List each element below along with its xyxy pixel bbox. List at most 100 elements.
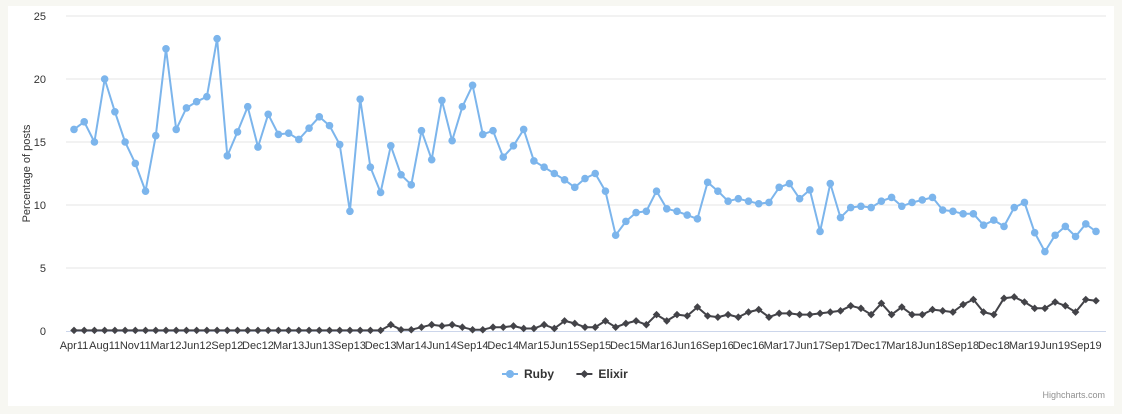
data-point[interactable] [877, 299, 886, 308]
data-point[interactable] [990, 310, 998, 319]
data-point[interactable] [611, 231, 620, 240]
data-point[interactable] [601, 317, 610, 325]
data-point[interactable] [540, 320, 548, 329]
data-point[interactable] [295, 326, 303, 335]
data-point[interactable] [867, 203, 875, 212]
data-point[interactable] [458, 102, 467, 111]
data-point[interactable] [765, 198, 773, 207]
data-point[interactable] [570, 319, 579, 328]
data-point[interactable] [846, 203, 855, 212]
data-point[interactable] [376, 326, 385, 335]
data-point[interactable] [683, 312, 691, 320]
data-point[interactable] [918, 310, 927, 319]
data-point[interactable] [509, 322, 518, 330]
data-point[interactable] [121, 326, 129, 335]
data-point[interactable] [714, 313, 722, 321]
data-point[interactable] [111, 326, 119, 335]
data-point[interactable] [335, 140, 344, 149]
data-point[interactable] [877, 197, 886, 206]
data-point[interactable] [407, 181, 416, 189]
data-point[interactable] [519, 125, 528, 134]
legend-item-ruby[interactable]: Ruby [502, 367, 554, 381]
data-point[interactable] [652, 187, 661, 195]
data-point[interactable] [591, 323, 600, 332]
data-point[interactable] [1041, 304, 1049, 313]
data-point[interactable] [560, 317, 569, 325]
data-point[interactable] [162, 326, 170, 335]
data-point[interactable] [754, 199, 763, 208]
data-point[interactable] [703, 312, 712, 320]
data-point[interactable] [775, 183, 783, 192]
data-point[interactable] [90, 138, 99, 146]
data-point[interactable] [1000, 294, 1008, 303]
data-point[interactable] [908, 198, 916, 207]
data-point[interactable] [560, 176, 569, 184]
data-point[interactable] [80, 326, 89, 335]
data-point[interactable] [714, 187, 722, 195]
data-point[interactable] [673, 310, 681, 319]
data-point[interactable] [489, 323, 497, 332]
data-point[interactable] [979, 308, 988, 316]
data-point[interactable] [979, 221, 988, 229]
data-point[interactable] [867, 310, 875, 319]
data-point[interactable] [550, 324, 559, 333]
data-point[interactable] [223, 326, 232, 335]
data-point[interactable] [131, 326, 140, 335]
data-point[interactable] [857, 202, 865, 211]
data-point[interactable] [182, 104, 191, 112]
data-point[interactable] [417, 126, 426, 135]
data-point[interactable] [642, 207, 651, 216]
data-point[interactable] [448, 136, 456, 145]
data-point[interactable] [100, 75, 109, 83]
data-point[interactable] [70, 125, 78, 134]
data-point[interactable] [754, 305, 763, 314]
data-point[interactable] [223, 152, 232, 160]
data-point[interactable] [305, 326, 313, 335]
data-point[interactable] [734, 194, 743, 203]
data-point[interactable] [836, 307, 845, 315]
data-point[interactable] [673, 207, 681, 216]
data-point[interactable] [1020, 198, 1029, 207]
data-point[interactable] [111, 107, 119, 116]
data-point[interactable] [857, 304, 865, 313]
data-point[interactable] [254, 143, 262, 151]
data-point[interactable] [172, 125, 180, 134]
data-point[interactable] [233, 326, 242, 335]
data-point[interactable] [315, 113, 324, 121]
data-point[interactable] [519, 324, 528, 333]
data-point[interactable] [243, 326, 252, 335]
data-point[interactable] [427, 320, 436, 329]
data-point[interactable] [346, 326, 354, 335]
data-point[interactable] [151, 131, 160, 140]
data-point[interactable] [744, 308, 753, 316]
data-point[interactable] [305, 124, 313, 132]
data-point[interactable] [652, 310, 661, 319]
data-point[interactable] [530, 157, 538, 165]
data-point[interactable] [693, 303, 702, 311]
data-point[interactable] [1010, 293, 1019, 301]
data-point[interactable] [775, 309, 783, 318]
data-point[interactable] [622, 319, 630, 328]
data-point[interactable] [325, 326, 334, 335]
data-point[interactable] [376, 188, 385, 197]
data-point[interactable] [203, 326, 211, 335]
data-point[interactable] [724, 310, 732, 319]
data-point[interactable] [816, 309, 824, 318]
data-point[interactable] [1030, 228, 1039, 237]
data-point[interactable] [826, 308, 835, 316]
data-point[interactable] [693, 215, 702, 223]
data-point[interactable] [611, 323, 620, 332]
data-point[interactable] [908, 310, 916, 319]
data-point[interactable] [1071, 308, 1080, 316]
data-point[interactable] [887, 310, 896, 319]
data-point[interactable] [182, 326, 191, 335]
data-point[interactable] [468, 81, 477, 90]
data-point[interactable] [254, 326, 262, 335]
data-point[interactable] [387, 320, 395, 329]
data-point[interactable] [632, 208, 640, 217]
data-point[interactable] [591, 169, 600, 178]
data-point[interactable] [1051, 231, 1059, 240]
data-point[interactable] [499, 153, 508, 161]
data-point[interactable] [438, 322, 446, 330]
data-point[interactable] [1010, 203, 1019, 212]
